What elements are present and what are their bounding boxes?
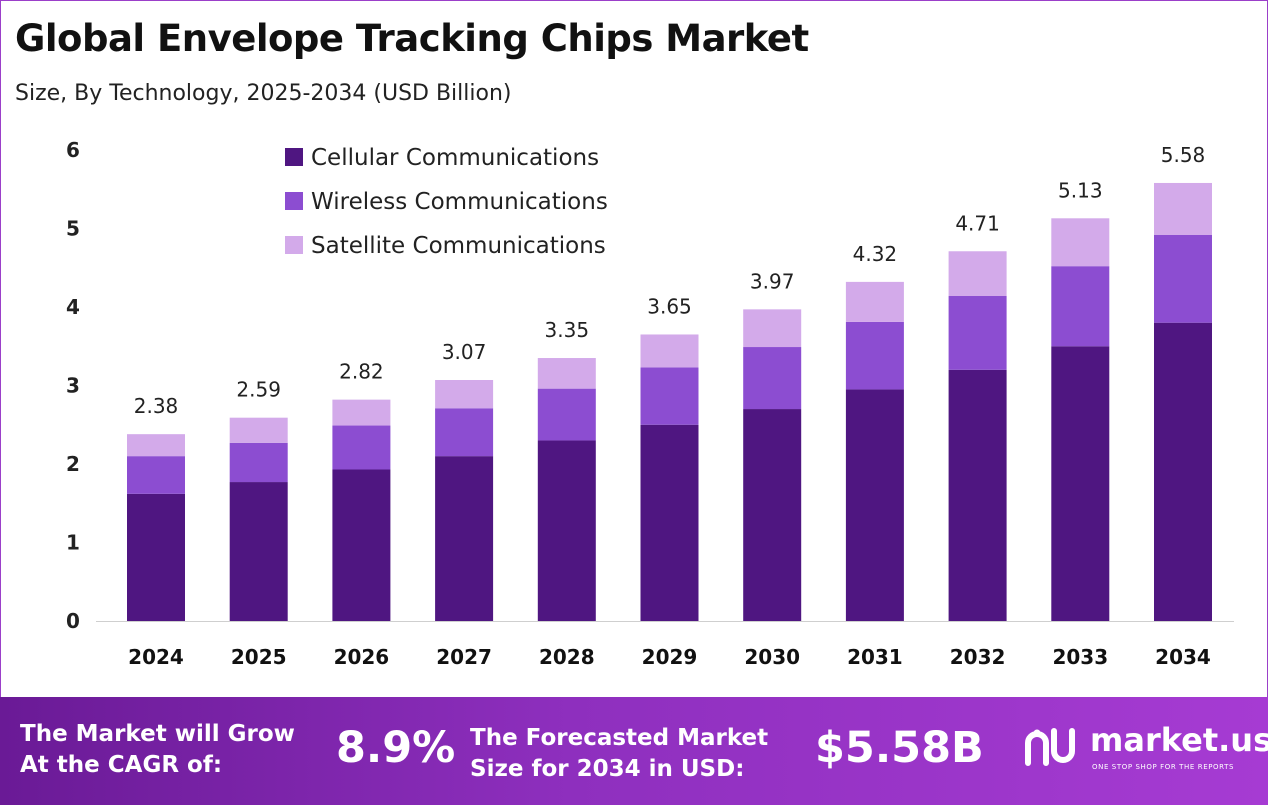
bar-segment-satellite bbox=[229, 417, 288, 443]
forecast-value: $5.58B bbox=[815, 723, 984, 773]
market-us-logo-icon bbox=[1025, 728, 1075, 766]
bar-total-label: 4.32 bbox=[853, 242, 898, 266]
bar-segment-cellular bbox=[1154, 322, 1212, 621]
bar-chart: 0 1 2 3 4 5 6 2.38 2024 2.59 2025 2.82 2026 3.07 2027 3… bbox=[66, 138, 1234, 669]
bar-segment-wireless bbox=[743, 347, 802, 410]
bar-segment-wireless bbox=[435, 408, 494, 457]
x-tick-label: 2026 bbox=[334, 645, 390, 669]
logo-tagline: ONE STOP SHOP FOR THE REPORTS bbox=[1092, 763, 1235, 771]
y-tick-label: 0 bbox=[66, 609, 80, 633]
bar-segment-satellite bbox=[640, 334, 699, 368]
bar-total-label: 3.07 bbox=[442, 340, 487, 364]
bar-segment-satellite bbox=[743, 309, 802, 348]
bar-segment-wireless bbox=[127, 456, 185, 494]
y-tick-label: 2 bbox=[66, 452, 80, 476]
x-tick-label: 2024 bbox=[128, 645, 184, 669]
bar-segment-cellular bbox=[1051, 346, 1110, 621]
x-tick-label: 2029 bbox=[642, 645, 698, 669]
cagr-caption-line2: At the CAGR of: bbox=[20, 752, 223, 778]
bar-segment-wireless bbox=[229, 442, 288, 483]
x-tick-label: 2028 bbox=[539, 645, 595, 669]
footer-banner: The Market will Grow At the CAGR of: 8.9… bbox=[0, 697, 1268, 805]
bar-segment-wireless bbox=[537, 388, 596, 441]
forecast-caption-line1: The Forecasted Market bbox=[470, 725, 769, 751]
bar-segment-wireless bbox=[640, 367, 699, 425]
bar-total-label: 3.35 bbox=[545, 318, 590, 342]
bar-total-label: 3.65 bbox=[647, 294, 692, 318]
cagr-value: 8.9% bbox=[336, 723, 456, 773]
bar-segment-wireless bbox=[948, 296, 1007, 370]
bar-segment-cellular bbox=[229, 482, 288, 621]
forecast-caption: The Forecasted Market Size for 2034 in U… bbox=[470, 723, 768, 785]
bar-segment-satellite bbox=[537, 358, 596, 389]
y-tick-label: 6 bbox=[66, 138, 80, 162]
bar-segment-cellular bbox=[743, 409, 802, 621]
bar-segment-wireless bbox=[332, 425, 391, 470]
x-tick-label: 2031 bbox=[847, 645, 903, 669]
forecast-caption-line2: Size for 2034 in USD: bbox=[470, 756, 745, 782]
bar-segment-cellular bbox=[435, 456, 494, 621]
bar-segment-cellular bbox=[537, 440, 596, 621]
y-tick-label: 5 bbox=[66, 217, 80, 241]
page-title: Global Envelope Tracking Chips Market bbox=[15, 17, 809, 60]
bar-segment-satellite bbox=[1051, 218, 1110, 267]
bar-total-label: 2.59 bbox=[236, 378, 281, 402]
chart-subtitle: Size, By Technology, 2025-2034 (USD Bill… bbox=[15, 81, 512, 106]
bar-total-label: 2.82 bbox=[339, 360, 384, 384]
bar-segment-wireless bbox=[845, 321, 904, 390]
x-tick-label: 2025 bbox=[231, 645, 287, 669]
x-tick-label: 2027 bbox=[436, 645, 492, 669]
legend-swatch bbox=[285, 148, 303, 166]
x-tick-label: 2032 bbox=[950, 645, 1006, 669]
bar-total-label: 2.38 bbox=[134, 394, 179, 418]
bar-total-label: 3.97 bbox=[750, 269, 795, 293]
bar-segment-cellular bbox=[127, 493, 185, 621]
x-tick-label: 2034 bbox=[1155, 645, 1211, 669]
bar-segment-satellite bbox=[332, 399, 391, 426]
bar-segment-satellite bbox=[435, 380, 494, 409]
legend-label: Satellite Communications bbox=[311, 233, 606, 259]
legend-label: Wireless Communications bbox=[311, 189, 608, 215]
x-tick-label: 2033 bbox=[1052, 645, 1108, 669]
bar-segment-satellite bbox=[845, 281, 904, 322]
bar-segment-satellite bbox=[127, 434, 185, 457]
bar-segment-satellite bbox=[1154, 182, 1212, 235]
bar-segment-cellular bbox=[948, 369, 1007, 621]
cagr-caption-line1: The Market will Grow bbox=[20, 721, 295, 747]
bar-total-label: 5.58 bbox=[1161, 143, 1206, 167]
bar-segment-satellite bbox=[948, 251, 1007, 297]
logo-name: market.us bbox=[1090, 721, 1268, 759]
bar-segment-wireless bbox=[1154, 234, 1212, 323]
bar-segment-cellular bbox=[332, 469, 391, 621]
bar-segment-cellular bbox=[640, 424, 699, 621]
bar-total-label: 5.13 bbox=[1058, 178, 1103, 202]
y-tick-label: 3 bbox=[66, 374, 80, 398]
x-tick-label: 2030 bbox=[744, 645, 800, 669]
bar-segment-cellular bbox=[845, 389, 904, 621]
legend-swatch bbox=[285, 192, 303, 210]
legend-label: Cellular Communications bbox=[311, 145, 599, 171]
cagr-caption: The Market will Grow At the CAGR of: bbox=[20, 719, 295, 781]
y-tick-label: 1 bbox=[66, 531, 80, 555]
y-tick-label: 4 bbox=[66, 295, 80, 319]
bar-total-label: 4.71 bbox=[955, 211, 1000, 235]
bar-segment-wireless bbox=[1051, 266, 1110, 347]
legend-swatch bbox=[285, 236, 303, 254]
